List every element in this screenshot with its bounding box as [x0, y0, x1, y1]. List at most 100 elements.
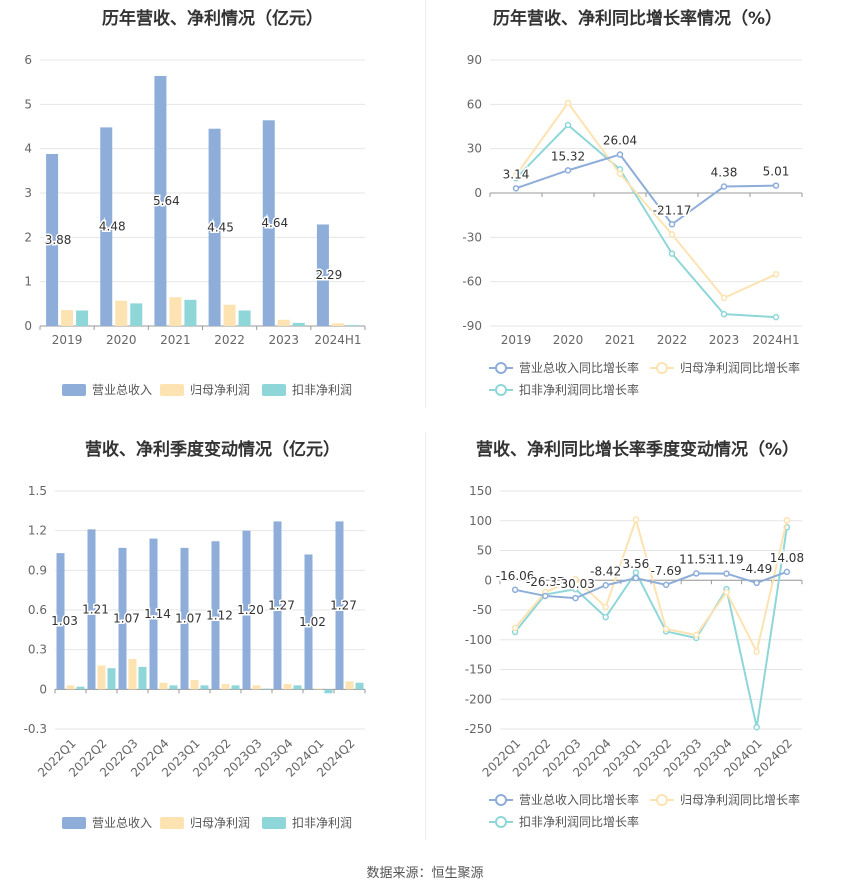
bar — [314, 688, 323, 690]
series-point — [564, 167, 572, 174]
bar — [223, 304, 236, 326]
bar — [159, 682, 168, 690]
data-label: 1.03 — [51, 614, 78, 628]
series-point — [602, 603, 609, 611]
bar — [304, 554, 313, 690]
y-tick-label: 1 — [24, 275, 32, 289]
chart-title: 历年营收、净利情况（亿元） — [102, 9, 323, 29]
legend-item: 归母净利润同比增长率 — [650, 360, 800, 375]
series-point — [783, 568, 791, 576]
bar — [346, 325, 359, 326]
legend-label: 归母净利润 — [190, 816, 250, 830]
y-tick-label: -250 — [465, 722, 492, 736]
data-label: 1.14 — [144, 607, 171, 621]
data-label: -30.03 — [556, 577, 595, 591]
legend-item: 归母净利润 — [160, 383, 250, 397]
bar — [211, 541, 220, 690]
bar — [169, 685, 178, 690]
y-tick-label: 60 — [467, 97, 482, 111]
y-tick-label: 1.5 — [28, 484, 47, 498]
chart-plot-group: 150100500-50-100-150-200-2502022Q12022Q2… — [465, 484, 806, 829]
bar — [293, 685, 302, 690]
series-point — [512, 185, 520, 192]
y-tick-label: -30 — [462, 230, 482, 244]
legend-marker — [656, 794, 668, 806]
x-tick-label: 2019 — [501, 333, 532, 347]
panel-divider-vertical-top — [425, 0, 426, 408]
bar — [56, 553, 65, 690]
series-point — [723, 588, 730, 596]
y-tick-label: 0.9 — [28, 563, 47, 577]
legend-marker — [495, 794, 507, 806]
bar — [107, 668, 116, 690]
bar — [262, 120, 275, 326]
x-tick-label: 2022 — [657, 333, 688, 347]
bar — [283, 684, 292, 690]
data-label: 1.12 — [206, 608, 233, 622]
series-point — [753, 579, 760, 587]
data-source-note: 数据来源：恒生聚源 — [366, 866, 484, 881]
legend-swatch — [262, 817, 286, 829]
bar — [149, 538, 158, 690]
bar — [273, 521, 282, 690]
series-line — [515, 153, 777, 226]
y-tick-label: -0.3 — [24, 722, 47, 736]
series-point — [616, 151, 624, 158]
data-label: 1.20 — [237, 603, 264, 617]
series-line — [515, 123, 777, 319]
data-label: 2.29 — [316, 268, 343, 282]
data-label: 3.14 — [503, 167, 530, 181]
series-point — [723, 570, 730, 577]
series-point — [753, 648, 760, 655]
y-tick-label: 6 — [24, 53, 32, 67]
legend-item: 归母净利润同比增长率 — [650, 792, 800, 807]
y-tick-label: -60 — [462, 275, 482, 289]
bar — [331, 323, 344, 326]
y-tick-label: 0 — [474, 186, 482, 200]
chart-panel-annual-revenue: 历年营收、净利情况（亿元） 6 5 4 3 2 1 0 2019 2020 2021 2022 202… — [0, 0, 425, 410]
series-point — [632, 516, 640, 523]
y-tick-label: 0 — [39, 682, 47, 696]
legend-label: 归母净利润 — [190, 383, 250, 397]
series-point — [668, 221, 676, 228]
legend-swatch — [262, 384, 286, 396]
legend-label: 扣非净利润同比增长率 — [519, 382, 639, 397]
bar — [335, 521, 344, 690]
y-tick-label: 2 — [24, 230, 32, 244]
legend-marker — [495, 384, 507, 396]
chart-svg-quarterly-growth: 150100500-50-100-150-200-2502022Q12022Q2… — [465, 484, 806, 829]
series-point — [572, 585, 579, 593]
series-point — [632, 574, 640, 582]
legend-label: 扣非净利润 — [292, 383, 352, 397]
series-line — [514, 516, 788, 655]
bar — [242, 530, 251, 690]
data-label: 1.07 — [113, 612, 140, 626]
bar — [238, 310, 251, 326]
x-tick-label: 2024H1 — [752, 333, 799, 347]
data-label: 1.27 — [330, 598, 357, 612]
legend-item: 营业总收入同比增长率 — [489, 360, 639, 375]
y-tick-label: -150 — [465, 663, 492, 677]
data-label: -16.06 — [496, 569, 535, 583]
x-tick-label: 2020 — [553, 333, 584, 347]
y-tick-label: 0 — [484, 573, 492, 587]
data-label: 4.45 — [207, 220, 234, 234]
legend-label: 营业总收入 — [92, 383, 152, 397]
series-line — [514, 527, 788, 728]
data-label: -21.17 — [653, 203, 692, 217]
data-label: 1.27 — [268, 598, 295, 612]
legend-item: 归母净利润 — [160, 816, 250, 830]
y-tick-label: -100 — [465, 633, 492, 647]
series-point — [753, 723, 760, 731]
legend-label: 营业总收入同比增长率 — [519, 360, 639, 375]
series-point — [602, 582, 609, 589]
y-tick-label: 30 — [467, 142, 482, 156]
legend-label: 扣非净利润 — [292, 816, 352, 830]
bar — [76, 686, 85, 690]
series-point — [772, 313, 780, 321]
chart-panel-quarterly-growth: 营收、净利同比增长率季度变动情况（%） 150 100 50 0 -50 -100 -150… — [425, 425, 850, 845]
series-point — [511, 624, 519, 632]
y-tick-label: 0.3 — [28, 643, 47, 657]
legend-label: 归母净利润同比增长率 — [680, 792, 800, 807]
panel-divider-vertical-bottom — [425, 432, 426, 840]
